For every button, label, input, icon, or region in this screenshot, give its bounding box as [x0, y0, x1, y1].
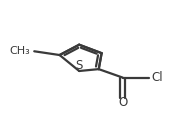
Text: O: O: [118, 96, 127, 109]
Text: S: S: [76, 59, 83, 72]
Text: CH₃: CH₃: [10, 46, 31, 56]
Text: Cl: Cl: [152, 71, 163, 84]
